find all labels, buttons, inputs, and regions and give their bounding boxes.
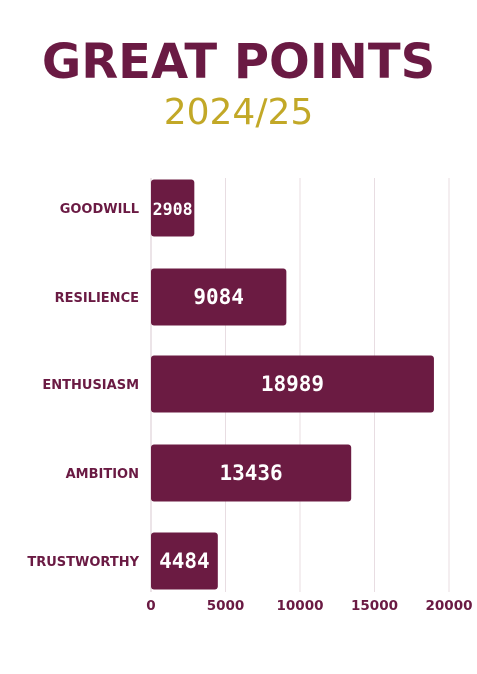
chart-title: GREAT POINTS <box>41 34 436 90</box>
chart-subtitle: 2024/25 <box>163 92 314 133</box>
x-tick-label: 0 <box>146 598 155 614</box>
category-label: RESILIENCE <box>55 291 139 306</box>
bar <box>151 179 195 237</box>
category-label: GOODWILL <box>60 202 139 217</box>
category-label: AMBITION <box>66 467 139 482</box>
data-label: 18989 <box>261 372 324 396</box>
x-tick-label: 20000 <box>426 598 473 614</box>
x-tick-label: 10000 <box>277 598 324 614</box>
bar <box>151 355 434 413</box>
x-tick-label: 5000 <box>207 598 245 614</box>
x-tick-label: 15000 <box>351 598 398 614</box>
data-label: 9084 <box>193 285 244 309</box>
bar <box>151 444 352 502</box>
data-label: 2908 <box>153 200 193 219</box>
category-label: ENTHUSIASM <box>42 378 139 393</box>
data-label: 4484 <box>159 549 210 573</box>
bar <box>151 268 287 326</box>
category-label: TRUSTWORTHY <box>27 555 139 570</box>
bar <box>151 532 218 590</box>
data-label: 13436 <box>219 461 282 485</box>
